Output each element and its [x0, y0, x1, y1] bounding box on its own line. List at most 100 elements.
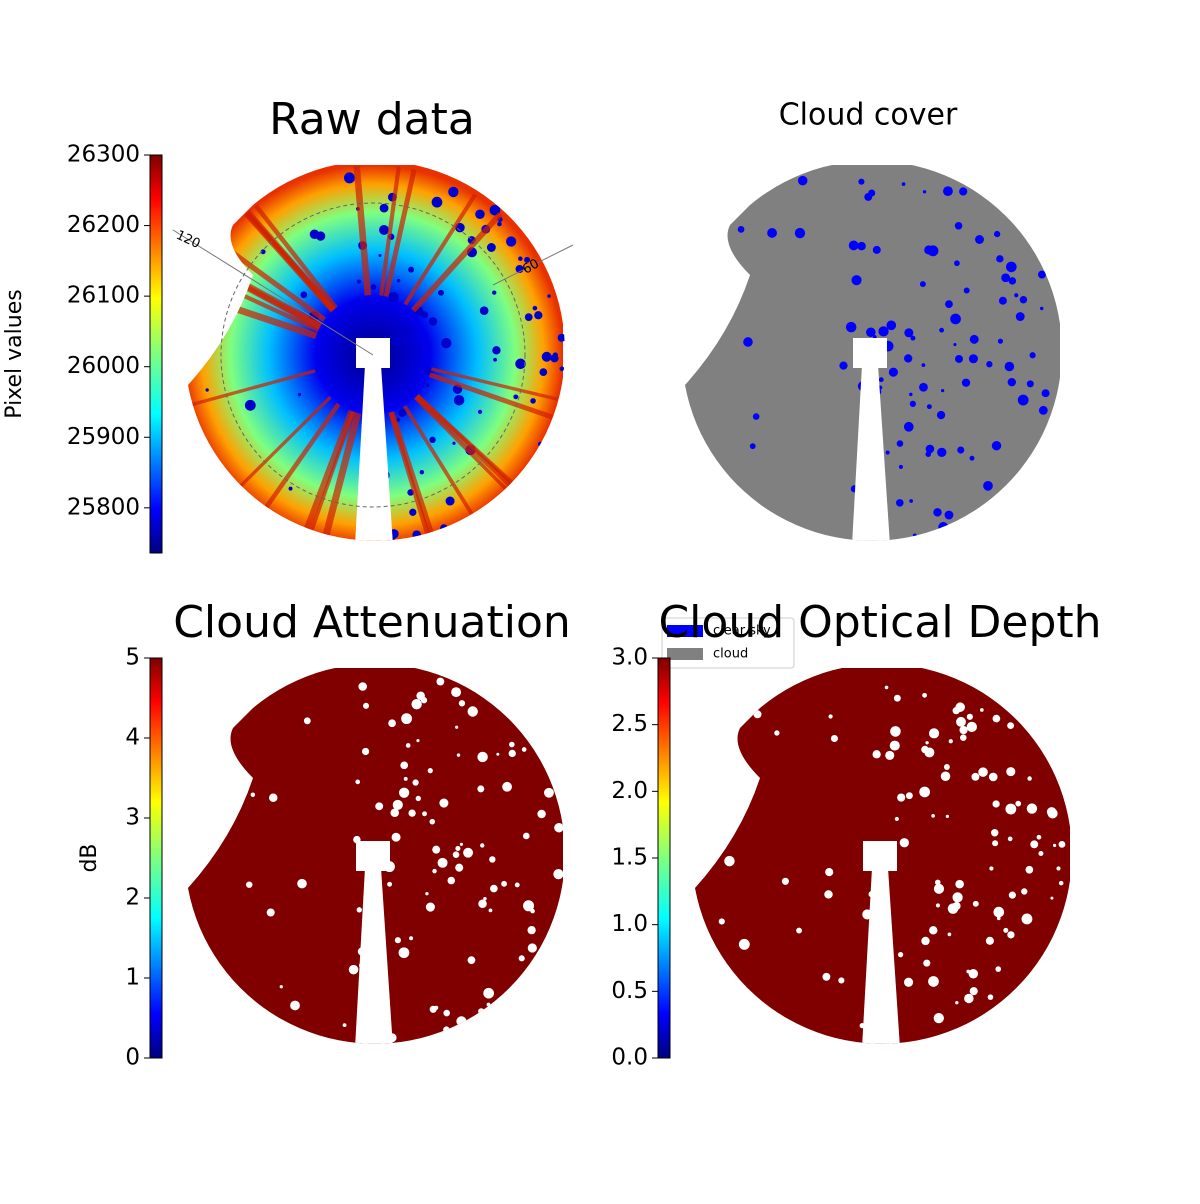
image-spot: [905, 792, 913, 800]
image-streak: [189, 369, 316, 407]
image-spot: [1030, 840, 1039, 849]
image-spot: [502, 781, 512, 792]
image-streak: [403, 404, 475, 518]
image-spot: [518, 955, 525, 962]
image-spot: [509, 741, 515, 748]
image-spot: [1026, 803, 1038, 814]
image-spot: [912, 533, 917, 538]
colorbar-tick-label: 1.0: [611, 911, 648, 937]
image-spot: [400, 331, 405, 336]
image-spot: [935, 903, 941, 908]
image-spot: [1003, 927, 1009, 933]
polar-ring: [220, 202, 526, 508]
image-spot: [898, 464, 903, 469]
image-spot: [1017, 394, 1029, 406]
image-spot: [492, 290, 497, 295]
image-spot: [893, 694, 901, 702]
image-spot: [986, 361, 993, 368]
image-spot: [488, 908, 493, 913]
image-spot: [1038, 850, 1044, 856]
image-spot: [206, 849, 213, 856]
image-spot: [489, 204, 501, 216]
image-spot: [738, 938, 750, 950]
image-spot: [408, 809, 416, 817]
image-spot: [983, 480, 993, 491]
image-spot: [749, 443, 756, 450]
image-spot: [997, 338, 1004, 344]
image-spot: [478, 1008, 485, 1015]
image-spot: [993, 230, 1001, 238]
image-spot: [344, 172, 355, 184]
image-spot: [1006, 767, 1016, 777]
polar-label: 120: [174, 228, 203, 252]
image-spot: [978, 767, 988, 777]
image-spot: [1005, 803, 1017, 815]
image-spot: [492, 346, 501, 355]
image-spot: [297, 878, 307, 889]
image-spot: [919, 382, 928, 392]
image-spot: [948, 739, 953, 744]
colorbar-tick-label: 2.5: [611, 711, 648, 737]
polar-axis: [172, 229, 374, 356]
image-spot: [921, 363, 926, 368]
image-spot: [475, 209, 485, 220]
image-spot: [398, 787, 410, 798]
image-spot: [420, 697, 428, 704]
image-spot: [909, 392, 913, 397]
image-spot: [956, 716, 966, 727]
image-spot: [952, 902, 961, 911]
image-spot: [998, 296, 1007, 305]
legend-label: cloud: [713, 647, 748, 662]
image-spot: [896, 440, 904, 447]
image-spot: [501, 880, 507, 887]
image-spot: [477, 785, 485, 793]
image-spot: [559, 366, 565, 372]
image-spot: [884, 685, 889, 690]
image-spot: [554, 822, 564, 833]
image-spot: [288, 486, 293, 491]
image-spot: [796, 927, 802, 934]
colorbar: [149, 154, 163, 554]
image-spot: [954, 260, 960, 267]
image-spot: [379, 224, 389, 235]
image-spot: [479, 306, 489, 315]
image-spot: [851, 275, 862, 286]
image-spot: [452, 851, 460, 858]
image-spot: [972, 900, 979, 907]
image-spot: [513, 394, 519, 400]
legend-label: clear sky: [713, 624, 771, 639]
colorbar-tick-label: 25800: [67, 494, 140, 520]
image-spot: [936, 410, 946, 420]
image-streak: [414, 394, 513, 488]
image-spot: [822, 972, 831, 981]
image-spot: [297, 392, 302, 397]
image-spot: [937, 447, 947, 458]
image-spot: [467, 956, 476, 965]
image-spot: [966, 713, 973, 720]
image-spot: [497, 221, 502, 227]
image-spot: [1019, 295, 1028, 304]
image-spot: [530, 398, 536, 404]
colorbar: [657, 657, 671, 1059]
colorbar-label: dB: [77, 843, 102, 872]
image-spot: [431, 196, 443, 208]
image-spot: [988, 772, 998, 782]
image-spot: [437, 289, 444, 296]
image-spot: [889, 740, 900, 751]
image-spot: [724, 855, 735, 867]
image-spot: [506, 236, 517, 247]
image-spot: [947, 932, 952, 937]
image-spot: [872, 334, 877, 339]
colorbar: [149, 657, 163, 1059]
image-spot: [483, 896, 487, 901]
image-spot: [921, 745, 929, 754]
image-spot: [933, 1013, 944, 1024]
legend-swatch: [667, 625, 703, 637]
image-spot: [425, 902, 435, 912]
image-spot: [830, 734, 838, 743]
image-spot: [903, 354, 913, 363]
image-spot: [952, 892, 963, 903]
panel-title: Cloud Optical Depth: [658, 597, 1101, 648]
image-spot: [269, 793, 278, 803]
image-spot: [427, 768, 433, 774]
